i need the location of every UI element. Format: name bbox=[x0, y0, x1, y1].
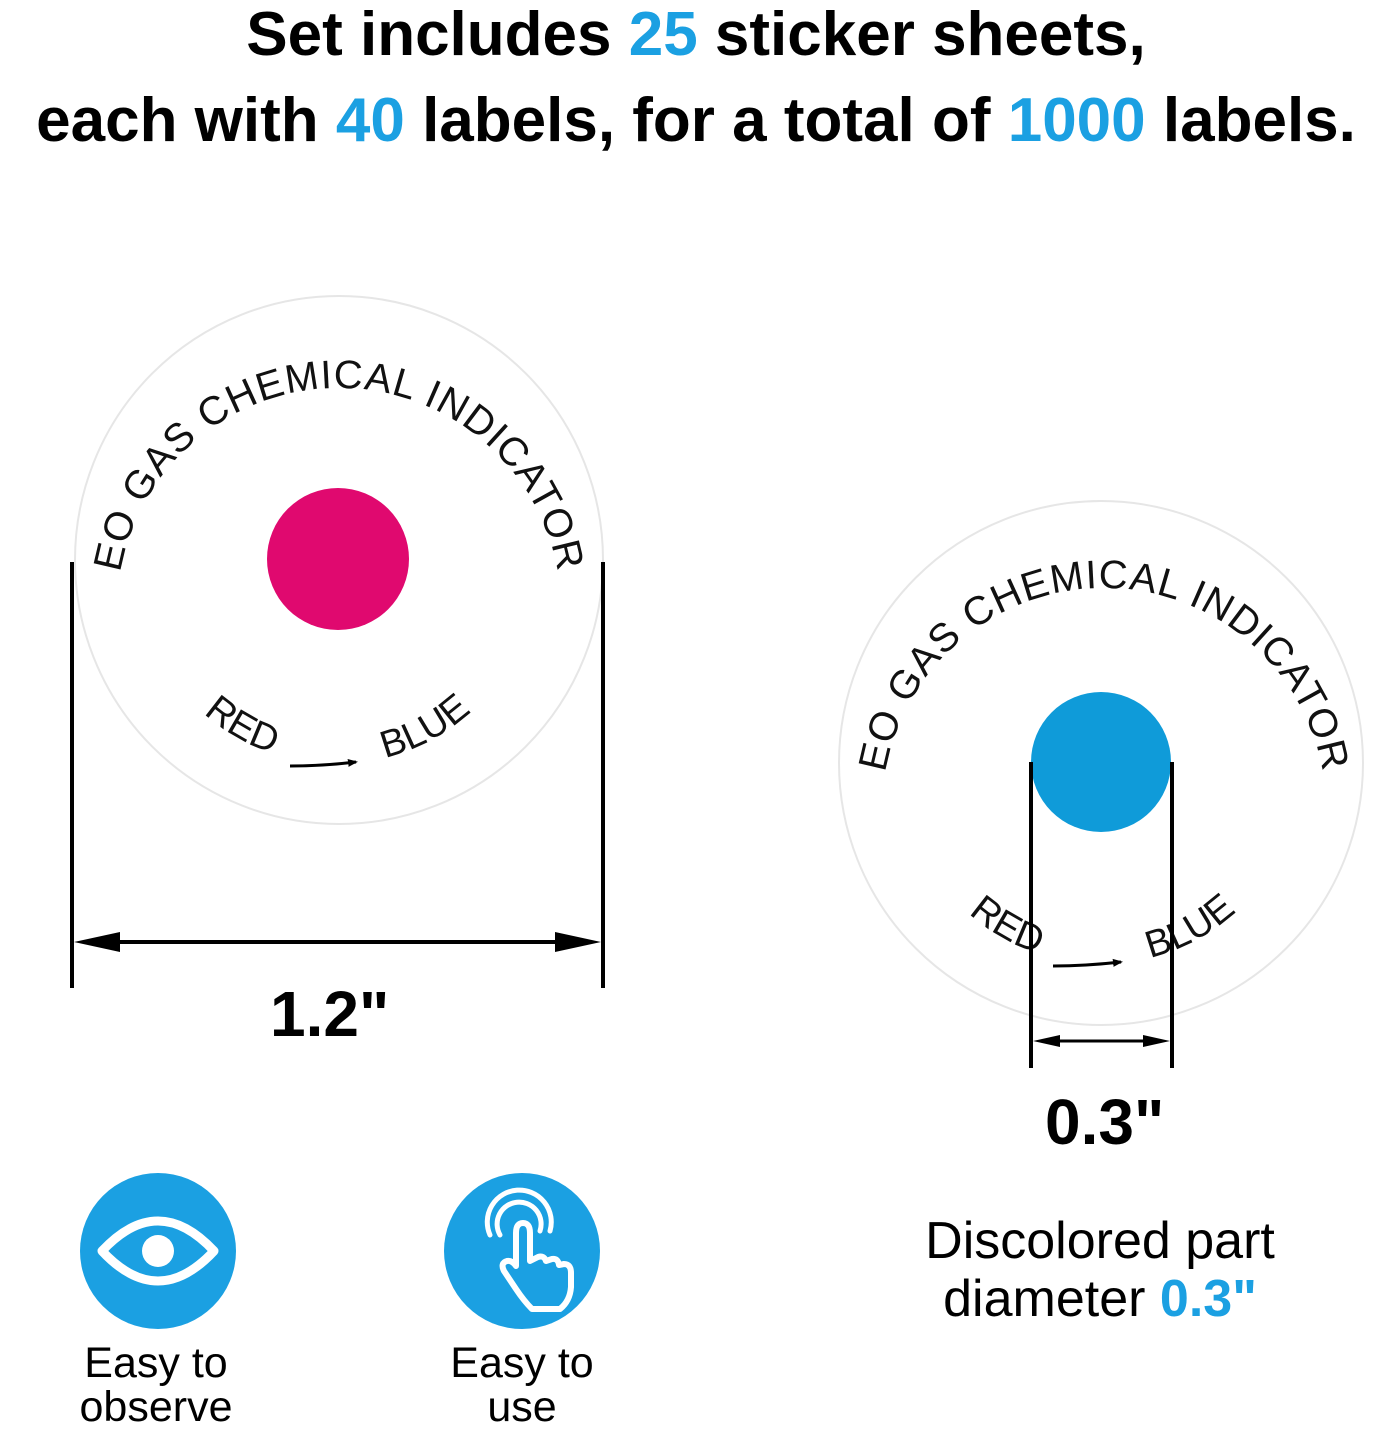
caption-text: diameter bbox=[943, 1270, 1160, 1328]
headline-text: sticker sheets, bbox=[697, 0, 1146, 69]
arrow-icon bbox=[289, 758, 358, 768]
feature-easy-to-observe: Easy to observe bbox=[26, 1341, 286, 1429]
total-labels: 1000 bbox=[1007, 86, 1146, 155]
labels-per-sheet: 40 bbox=[335, 86, 405, 155]
caption-highlight: 0.3" bbox=[1159, 1270, 1257, 1328]
feature-text: Easy to bbox=[84, 1339, 228, 1387]
arrow-icon bbox=[1052, 958, 1123, 968]
red-indicator-dot bbox=[267, 488, 409, 630]
blue-indicator-dot bbox=[1031, 692, 1171, 832]
headline-text: labels. bbox=[1145, 86, 1356, 155]
indicator-label-large: EO GAS CHEMICAL INDICATOR RED BLUE bbox=[74, 295, 604, 825]
hand-touch-icon bbox=[444, 1173, 600, 1329]
feature-text: observe bbox=[79, 1383, 233, 1431]
sheet-count: 25 bbox=[628, 0, 698, 69]
headline-text: Set includes bbox=[246, 0, 629, 69]
headline-line-1: Set includes 25 sticker sheets, bbox=[0, 4, 1392, 66]
eye-icon bbox=[80, 1173, 236, 1329]
feature-text: use bbox=[487, 1383, 557, 1431]
dimension-small bbox=[1029, 762, 1174, 1068]
label-diameter-value: 1.2" bbox=[270, 978, 390, 1050]
dot-diameter-value: 0.3" bbox=[1045, 1086, 1165, 1158]
feature-text: Easy to bbox=[450, 1339, 594, 1387]
headline-text: labels, for a total of bbox=[404, 86, 1008, 155]
headline-line-2: each with 40 labels, for a total of 1000… bbox=[0, 90, 1392, 152]
caption-text: Discolored part bbox=[925, 1212, 1275, 1270]
dimension-large bbox=[70, 562, 605, 988]
feature-easy-to-use: Easy to use bbox=[392, 1341, 652, 1429]
discolored-part-caption: Discolored part diameter 0.3" bbox=[880, 1212, 1320, 1328]
indicator-label-small: EO GAS CHEMICAL INDICATOR RED BLUE bbox=[838, 500, 1364, 1026]
headline-text: each with bbox=[36, 86, 336, 155]
